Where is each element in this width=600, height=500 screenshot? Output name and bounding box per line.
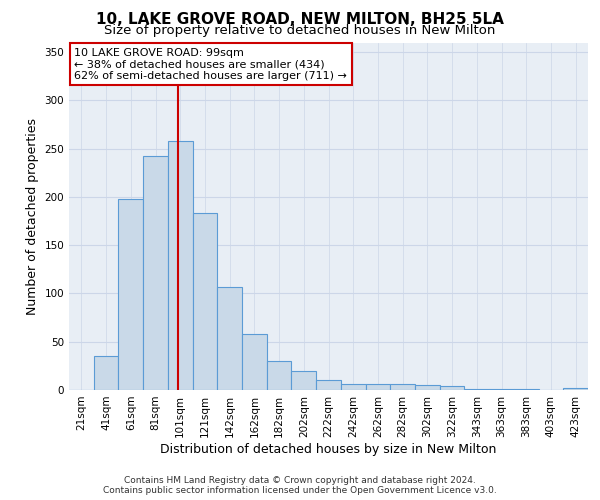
Bar bbox=[168, 141, 193, 390]
Bar bbox=[440, 386, 464, 390]
Bar bbox=[193, 214, 217, 390]
Bar bbox=[365, 384, 390, 390]
Bar bbox=[94, 356, 118, 390]
Bar bbox=[341, 384, 365, 390]
Bar bbox=[292, 370, 316, 390]
Text: 10 LAKE GROVE ROAD: 99sqm
← 38% of detached houses are smaller (434)
62% of semi: 10 LAKE GROVE ROAD: 99sqm ← 38% of detac… bbox=[74, 48, 347, 81]
Bar bbox=[514, 389, 539, 390]
Y-axis label: Number of detached properties: Number of detached properties bbox=[26, 118, 39, 315]
Bar bbox=[316, 380, 341, 390]
Bar bbox=[267, 361, 292, 390]
Bar bbox=[217, 286, 242, 390]
Bar bbox=[563, 388, 588, 390]
Text: 10, LAKE GROVE ROAD, NEW MILTON, BH25 5LA: 10, LAKE GROVE ROAD, NEW MILTON, BH25 5L… bbox=[96, 12, 504, 28]
Bar bbox=[464, 389, 489, 390]
Text: Contains HM Land Registry data © Crown copyright and database right 2024.
Contai: Contains HM Land Registry data © Crown c… bbox=[103, 476, 497, 495]
Bar bbox=[489, 389, 514, 390]
X-axis label: Distribution of detached houses by size in New Milton: Distribution of detached houses by size … bbox=[160, 442, 497, 456]
Bar bbox=[242, 334, 267, 390]
Bar bbox=[143, 156, 168, 390]
Bar bbox=[415, 385, 440, 390]
Text: Size of property relative to detached houses in New Milton: Size of property relative to detached ho… bbox=[104, 24, 496, 37]
Bar bbox=[118, 199, 143, 390]
Bar bbox=[390, 384, 415, 390]
